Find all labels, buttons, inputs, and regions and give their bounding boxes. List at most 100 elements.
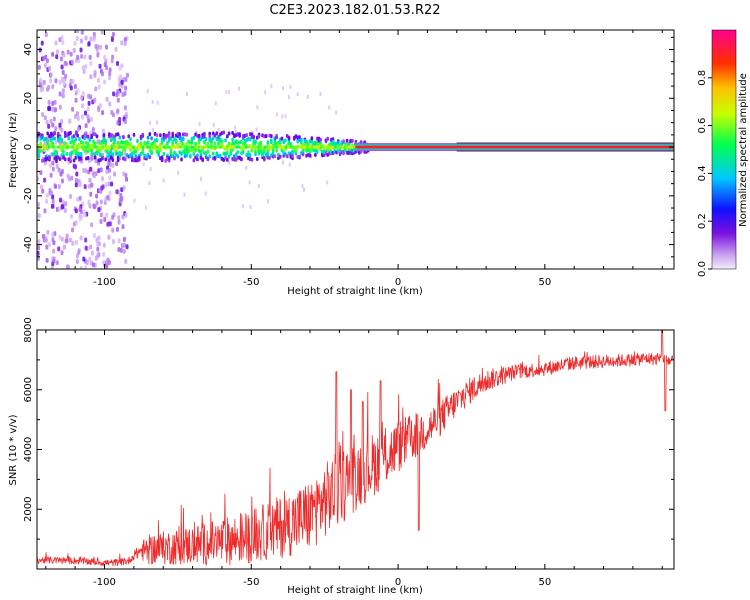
heatmap-cell <box>47 106 51 112</box>
heatmap-cell <box>112 91 116 97</box>
heatmap-cell <box>39 141 42 146</box>
heatmap-cell <box>108 190 112 196</box>
heatmap-cell <box>122 242 126 248</box>
heatmap-cell <box>64 73 68 79</box>
heatmap-cell <box>200 145 203 149</box>
heatmap-cell <box>97 168 101 174</box>
heatmap-cell <box>62 149 65 154</box>
heatmap-cell <box>82 167 86 173</box>
heatmap-cell <box>39 77 43 83</box>
heatmap-cell <box>237 145 241 149</box>
heatmap-cell <box>291 154 294 159</box>
x-tick-label: -50 <box>243 277 259 288</box>
heatmap-cell <box>95 237 99 243</box>
heatmap-cell <box>75 239 79 245</box>
heatmap-cell <box>75 171 79 177</box>
heatmap-cell <box>266 199 269 204</box>
heatmap-cell <box>196 153 199 158</box>
colorbar-tick-label: 0.8 <box>697 70 708 86</box>
heatmap-cell <box>289 84 292 89</box>
heatmap-cell <box>103 62 107 68</box>
heatmap-cell <box>111 227 115 233</box>
heatmap-cell <box>288 162 291 167</box>
heatmap-cell <box>212 145 215 149</box>
heatmap-cell <box>92 36 96 42</box>
heatmap-cell <box>280 136 284 141</box>
heatmap-cell <box>100 71 104 77</box>
heatmap-cell <box>240 145 243 149</box>
heatmap-cell <box>315 150 319 155</box>
x-tick-label: -50 <box>243 577 259 588</box>
heatmap-cell <box>252 145 255 149</box>
heatmap-cell <box>83 54 87 60</box>
heatmap-cell <box>98 103 102 109</box>
heatmap-cell <box>235 145 239 149</box>
heatmap-cell <box>65 238 69 244</box>
y-tick-label: 0 <box>23 144 34 150</box>
heatmap-cell <box>236 150 240 155</box>
heatmap-cell <box>266 151 270 156</box>
heatmap-cell <box>40 40 44 46</box>
heatmap-cell <box>37 202 41 208</box>
heatmap-cell <box>88 137 92 142</box>
heatmap-cell <box>57 167 61 173</box>
heatmap-cell <box>110 162 114 168</box>
heatmap-cell <box>171 140 175 145</box>
heatmap-cell <box>110 181 114 187</box>
heatmap-cell <box>263 156 266 161</box>
heatmap-cell <box>51 194 55 200</box>
heatmap-cell <box>107 161 111 167</box>
heatmap-cell <box>101 128 105 134</box>
heatmap-cell <box>87 145 91 149</box>
heatmap-cell <box>61 145 65 149</box>
heatmap-cell <box>136 139 139 144</box>
heatmap-cell <box>100 176 104 182</box>
heatmap-cell <box>97 84 101 90</box>
heatmap-cell <box>266 140 270 145</box>
heatmap-cell <box>79 94 83 100</box>
heatmap-cell <box>71 145 74 149</box>
heatmap-cell <box>308 153 312 158</box>
heatmap-cell <box>137 156 141 161</box>
heatmap-cell <box>261 153 264 158</box>
heatmap-cell <box>88 54 92 60</box>
heatmap-cell <box>47 123 51 129</box>
heatmap-cell <box>207 145 210 149</box>
heatmap-cell <box>111 239 115 245</box>
heatmap-cell <box>99 218 103 224</box>
heatmap-cell <box>249 145 253 149</box>
heatmap-cell <box>114 46 118 52</box>
heatmap-cell <box>75 145 79 149</box>
heatmap-cell <box>120 40 124 46</box>
heatmap-cell <box>176 145 180 149</box>
heatmap-cell <box>185 142 189 147</box>
heatmap-cell <box>165 139 168 144</box>
heatmap-cell <box>241 150 245 155</box>
heatmap-cell <box>256 105 259 110</box>
heatmap-cell <box>89 94 93 100</box>
heatmap-cell <box>97 207 101 213</box>
y-tick-label: 4000 <box>23 437 34 462</box>
heatmap-cell <box>46 229 50 235</box>
heatmap-cell <box>122 185 126 191</box>
heatmap-cell <box>121 214 125 220</box>
heatmap-cell <box>227 131 231 136</box>
heatmap-cell <box>61 204 65 210</box>
heatmap-cell <box>115 189 119 195</box>
heatmap-cell <box>125 145 128 149</box>
spectrogram-frame <box>36 29 675 270</box>
heatmap-cell <box>120 187 124 193</box>
heatmap-cell <box>139 145 142 149</box>
heatmap-cell <box>76 54 80 60</box>
heatmap-cell <box>335 110 338 115</box>
heatmap-cell <box>67 136 71 141</box>
heatmap-cell <box>84 265 88 269</box>
heatmap-cell <box>48 65 52 71</box>
heatmap-cell <box>162 151 166 156</box>
heatmap-cell <box>193 145 196 149</box>
heatmap-cell <box>301 183 304 188</box>
heatmap-cell <box>228 160 231 165</box>
heatmap-cell <box>102 260 106 266</box>
heatmap-cell <box>51 198 55 204</box>
heatmap-cell <box>95 193 99 199</box>
